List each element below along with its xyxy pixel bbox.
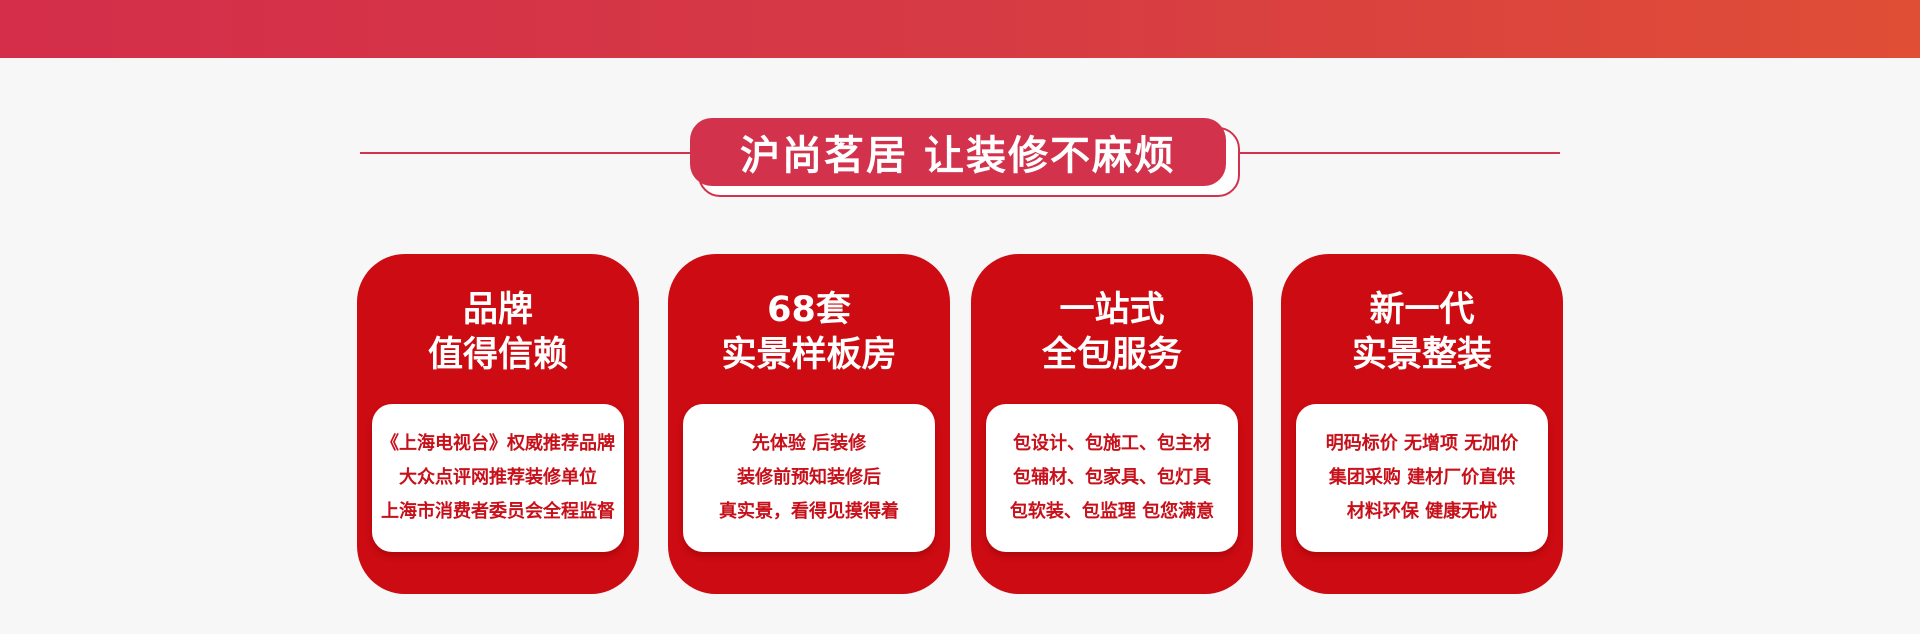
card-detail-line: 《上海电视台》权威推荐品牌 (381, 433, 615, 454)
card-detail-line: 明码标价 无增项 无加价 (1325, 433, 1519, 454)
card-title-line: 实景整装 (1351, 335, 1492, 375)
headline-badge-pill: 沪尚茗居 让装修不麻烦 (690, 118, 1226, 186)
card-title-line: 一站式 (1059, 290, 1165, 330)
feature-card-showroom: 68套 实景样板房 先体验 后装修 装修前预知装修后 真实景，看得见摸得着 (668, 254, 950, 594)
card-title: 一站式 全包服务 (971, 288, 1253, 378)
card-detail-line: 上海市消费者委员会全程监督 (381, 501, 615, 522)
card-title: 新一代 实景整装 (1281, 288, 1563, 378)
card-detail-line: 装修前预知装修后 (737, 467, 881, 488)
feature-card-full-service: 一站式 全包服务 包设计、包施工、包主材 包辅材、包家具、包灯具 包软装、包监理… (971, 254, 1253, 594)
card-detail-line: 集团采购 建材厂价直供 (1328, 467, 1516, 488)
card-title-line: 新一代 (1369, 290, 1475, 330)
card-detail-line: 大众点评网推荐装修单位 (399, 467, 597, 488)
card-detail-panel: 明码标价 无增项 无加价 集团采购 建材厂价直供 材料环保 健康无忧 (1296, 404, 1548, 552)
card-title: 68套 实景样板房 (668, 288, 950, 378)
card-detail-line: 先体验 后装修 (751, 433, 867, 454)
card-detail-line: 包设计、包施工、包主材 (1013, 433, 1211, 454)
card-title: 品牌 值得信赖 (357, 288, 639, 378)
card-title-line: 全包服务 (1041, 335, 1182, 375)
headline-divider-right (1240, 152, 1560, 154)
card-title-line: 68套 (767, 290, 851, 330)
feature-card-brand: 品牌 值得信赖 《上海电视台》权威推荐品牌 大众点评网推荐装修单位 上海市消费者… (357, 254, 639, 594)
headline-title: 沪尚茗居 让装修不麻烦 (740, 133, 1176, 179)
card-detail-line: 包软装、包监理 包您满意 (1009, 501, 1215, 522)
card-detail-line: 材料环保 健康无忧 (1346, 501, 1498, 522)
card-detail-panel: 先体验 后装修 装修前预知装修后 真实景，看得见摸得着 (683, 404, 935, 552)
top-banner-bar (0, 0, 1920, 58)
feature-card-new-generation: 新一代 实景整装 明码标价 无增项 无加价 集团采购 建材厂价直供 材料环保 健… (1281, 254, 1563, 594)
card-title-line: 品牌 (462, 290, 533, 330)
card-detail-panel: 《上海电视台》权威推荐品牌 大众点评网推荐装修单位 上海市消费者委员会全程监督 (372, 404, 624, 552)
card-title-line: 实景样板房 (721, 335, 897, 375)
card-title-line: 值得信赖 (427, 335, 568, 375)
card-detail-panel: 包设计、包施工、包主材 包辅材、包家具、包灯具 包软装、包监理 包您满意 (986, 404, 1238, 552)
card-detail-line: 真实景，看得见摸得着 (719, 501, 899, 522)
headline-badge: 沪尚茗居 让装修不麻烦 (690, 118, 1240, 198)
headline-divider-left (360, 152, 690, 154)
card-detail-line: 包辅材、包家具、包灯具 (1013, 467, 1211, 488)
